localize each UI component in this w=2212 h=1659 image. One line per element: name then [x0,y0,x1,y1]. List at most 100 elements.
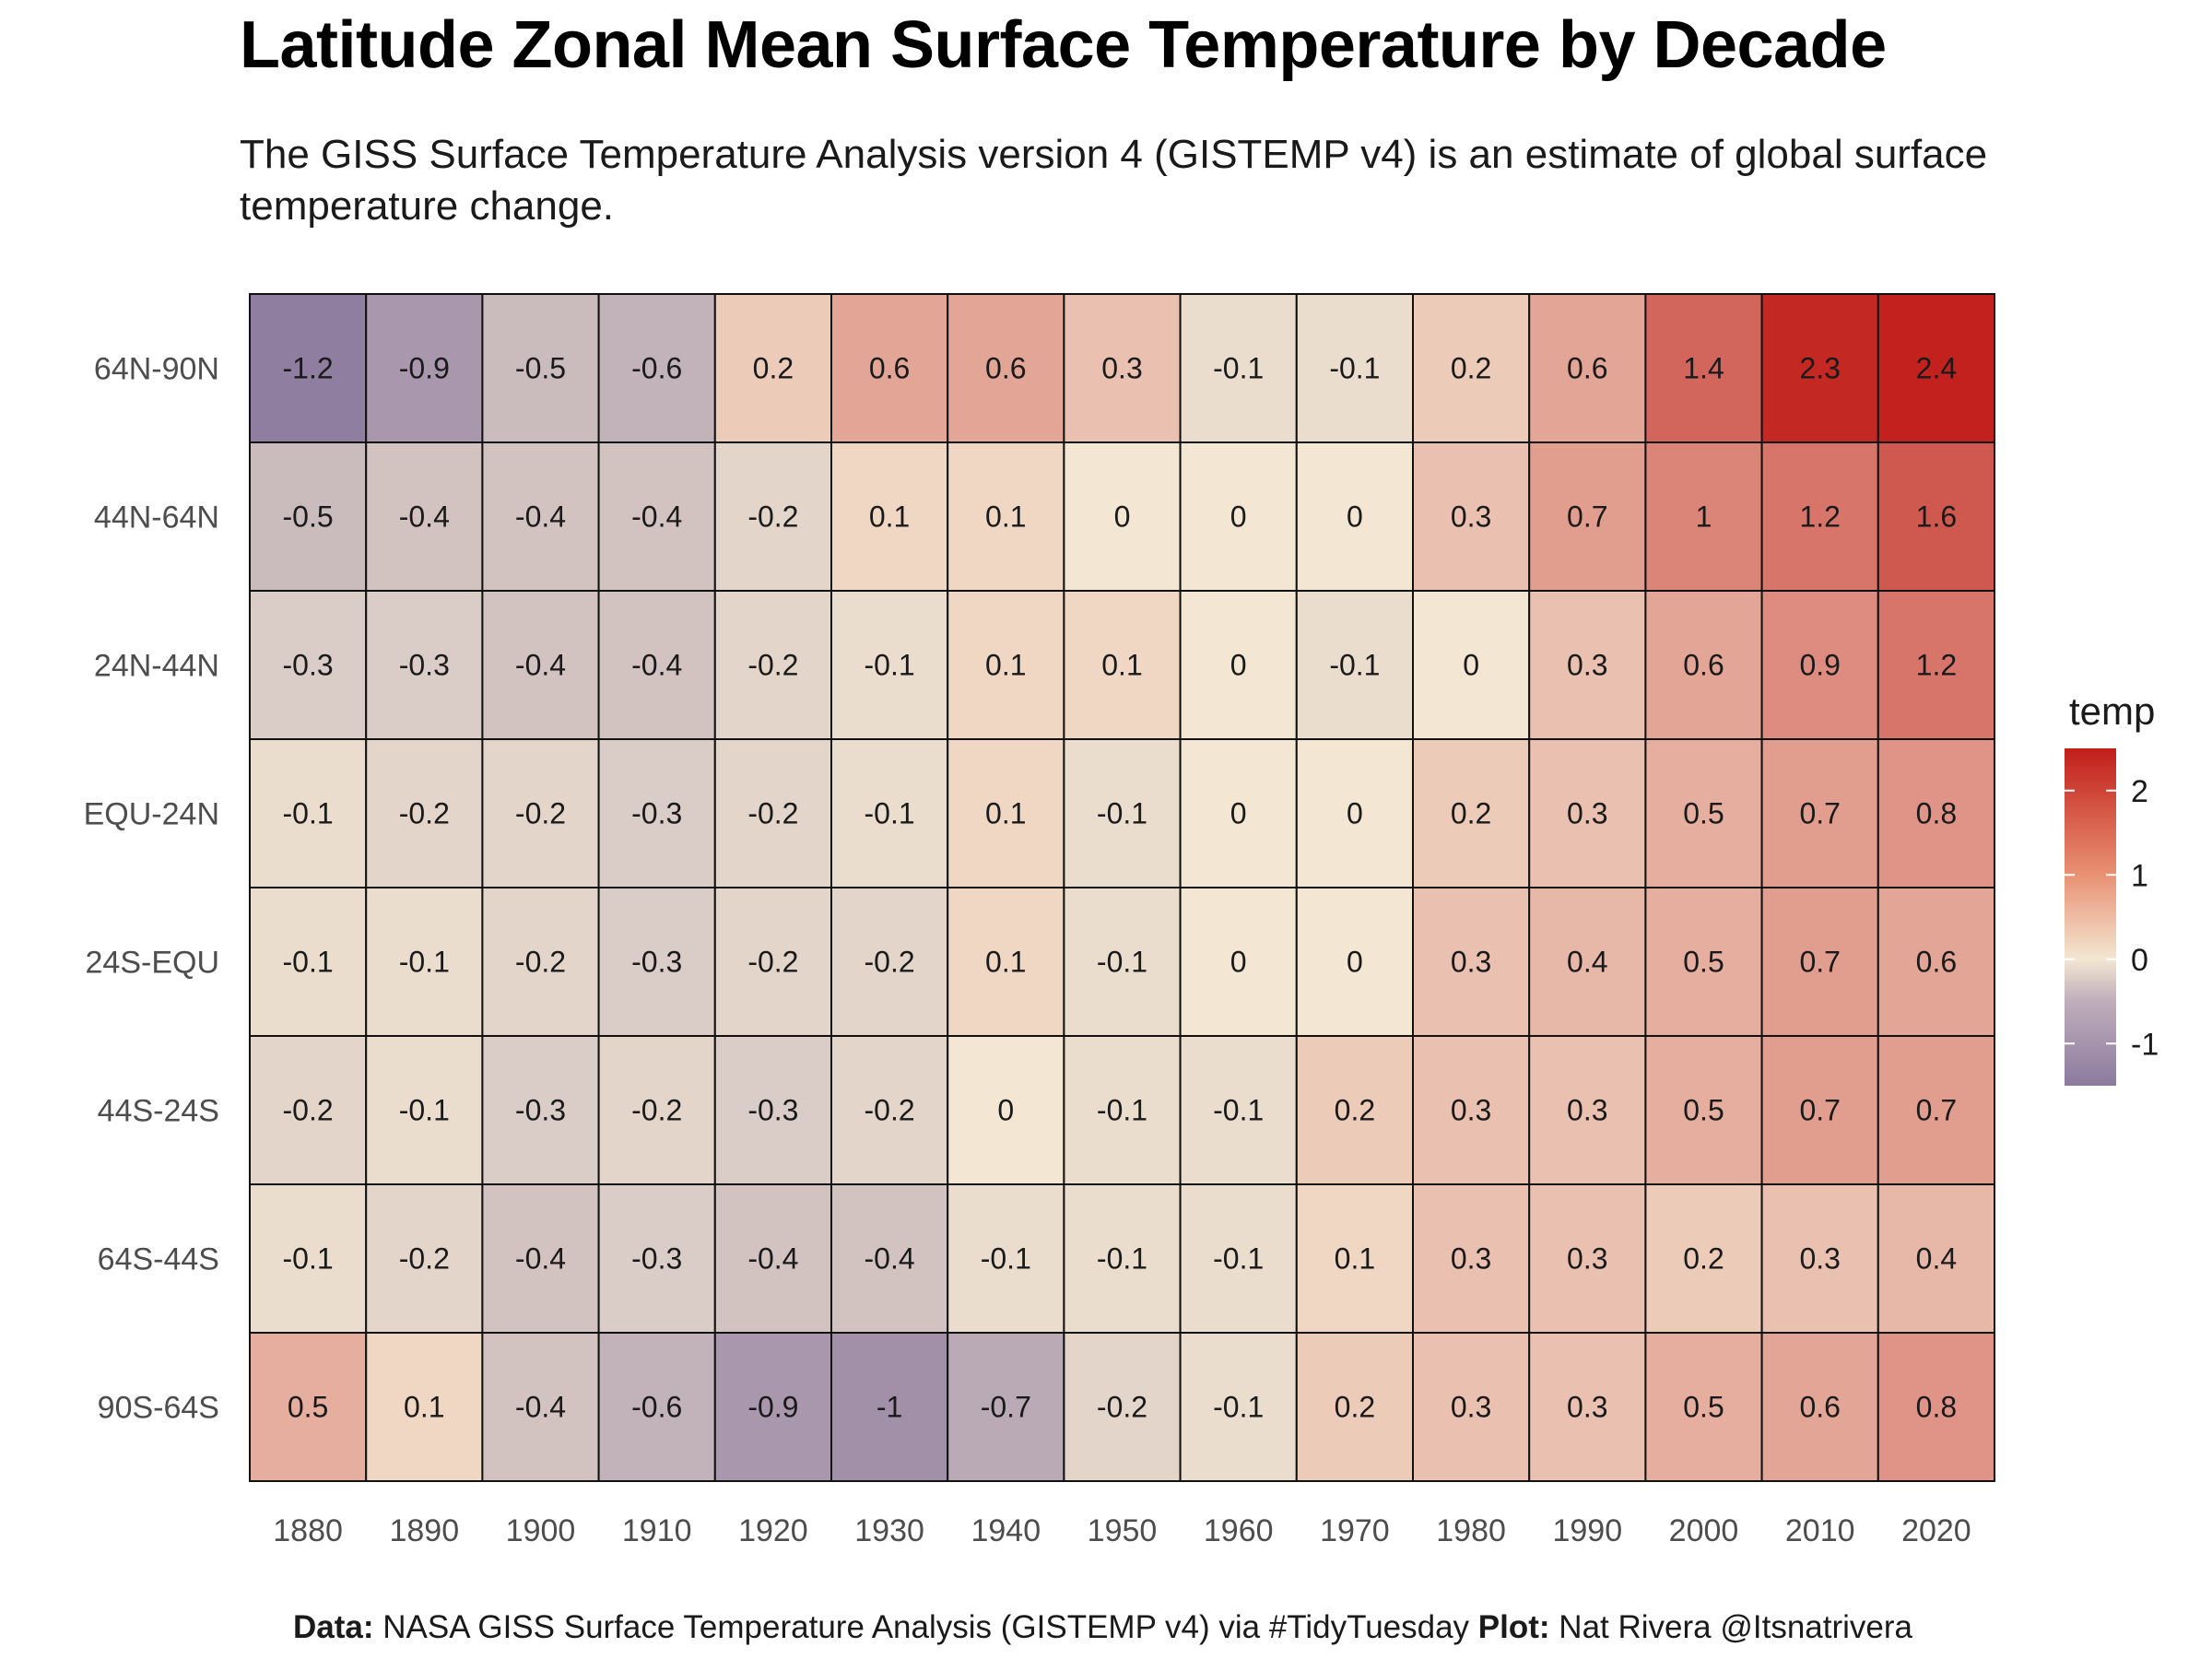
heatmap-cell [830,1183,949,1334]
cell-value-label: -0.1 [399,946,450,979]
cell-value-label: -0.1 [283,946,334,979]
legend-tick-label: 1 [2131,858,2148,893]
cell-value-label: -0.2 [865,946,915,979]
heatmap-cell [947,1332,1065,1482]
heatmap-cell [713,1183,832,1334]
heatmap-cell [481,1332,600,1482]
x-tick-label: 1930 [854,1513,924,1548]
cell-value-label: 0.7 [1567,500,1607,534]
heatmap-cell [597,887,716,1037]
heatmap-cell [830,293,949,443]
heatmap-cell [1063,1035,1182,1185]
cell-value-label: 0.3 [1451,946,1491,979]
x-tick-label: 1990 [1552,1513,1622,1548]
x-tick-label: 1970 [1320,1513,1390,1548]
x-tick-label: 1880 [273,1513,343,1548]
cell-value-label: 1 [1696,500,1712,534]
cell-value-label: 0.3 [1451,1391,1491,1424]
cell-value-label: 0.2 [753,352,794,385]
cell-value-label: -0.3 [515,1094,566,1127]
heatmap-cell [1412,738,1531,888]
cell-value-label: 0 [1230,797,1247,830]
cell-value-label: -0.5 [283,500,334,534]
heatmap-cell [1644,887,1763,1037]
legend-ticks: 2 1 0 -1 [2065,774,2159,1062]
heatmap-cell [830,1035,949,1185]
cell-value-label: -0.6 [631,352,682,385]
cell-value-label: -0.2 [1097,1391,1147,1424]
x-tick-label: 1920 [738,1513,808,1548]
cell-value-label: 0.6 [1799,1391,1840,1424]
heatmap-cell [947,1035,1065,1185]
heatmap-cell [1412,887,1531,1037]
cell-value-label: -0.3 [631,797,682,830]
cell-value-label: 0.5 [1683,1391,1724,1424]
cell-value-label: -0.2 [747,797,798,830]
legend-colorbar [2065,748,2116,1086]
cell-value-label: 0.3 [1567,797,1607,830]
y-tick-label: EQU-24N [84,797,219,832]
cell-value-label: 0.2 [1451,352,1491,385]
heatmap-cell [1063,441,1182,592]
cell-value-label: -0.2 [631,1094,682,1127]
cell-value-label: 0 [1347,500,1363,534]
cell-value-label: 0.3 [1567,1242,1607,1276]
heatmap-cell [1760,738,1879,888]
cell-value-label: -0.1 [1097,797,1147,830]
heatmap-cell [713,738,832,888]
heatmap-cell [713,590,832,740]
x-axis-labels: 1880 1890 1900 1910 1920 1930 1940 1950 1960 1970… [273,1513,1971,1548]
cell-value-label: 0.3 [1451,1242,1491,1276]
cell-value-label: -0.3 [399,649,450,682]
heatmap-cell [1412,293,1531,443]
x-tick-label: 1890 [389,1513,459,1548]
cell-value-label: 0.1 [869,500,910,534]
cell-value-label: -0.1 [865,649,915,682]
cell-value-label: -0.1 [1097,1094,1147,1127]
heatmap-cell [1760,293,1879,443]
cell-value-label: -0.5 [515,352,566,385]
heatmap-cell [1179,441,1298,592]
cell-value-label: -0.1 [283,1242,334,1276]
heatmap-cell [1528,1332,1647,1482]
heatmap-cell [1528,441,1647,592]
heatmap-cell [597,1183,716,1334]
heatmap-cell [1644,738,1763,888]
legend-tick-label: 0 [2131,943,2148,978]
heatmap-cell [365,590,484,740]
heatmap-cell [830,590,949,740]
heatmap-cell [597,1332,716,1482]
chart-subtitle: The GISS Surface Temperature Analysis ve… [240,132,1988,229]
cell-value-label: -0.1 [981,1242,1031,1276]
heatmap-cell [1877,1183,1996,1334]
heatmap-cell [947,887,1065,1037]
heatmap-cell [365,1332,484,1482]
heatmap-cell [713,1332,832,1482]
heatmap-cell [365,738,484,888]
cell-value-label: 1.2 [1799,500,1840,534]
legend-title: temp [2069,689,2155,733]
heatmap-cell [1877,1332,1996,1482]
x-tick-label: 2010 [1785,1513,1855,1548]
cell-value-label: 0 [1347,797,1363,830]
heatmap-cell [1179,1332,1298,1482]
heatmap-cell [1412,1332,1531,1482]
heatmap-cell [1295,441,1415,592]
heatmap-cell [365,441,484,592]
heatmap-cell [249,590,368,740]
heatmap-cell [1063,1332,1182,1482]
heatmap-cell [713,887,832,1037]
heatmap-cell [249,738,368,888]
cell-value-label: 0.7 [1916,1094,1957,1127]
heatmap-cell [947,293,1065,443]
caption-data-label: Data: [293,1609,374,1645]
cell-value-label: -0.4 [515,1391,566,1424]
heatmap-cell [249,441,368,592]
heatmap-cell [1179,293,1298,443]
cell-value-label: -0.3 [631,1242,682,1276]
cell-value-label: 0.6 [1683,649,1724,682]
heatmap-cell [249,887,368,1037]
x-tick-label: 2020 [1901,1513,1971,1548]
heatmap-cell [1179,1183,1298,1334]
